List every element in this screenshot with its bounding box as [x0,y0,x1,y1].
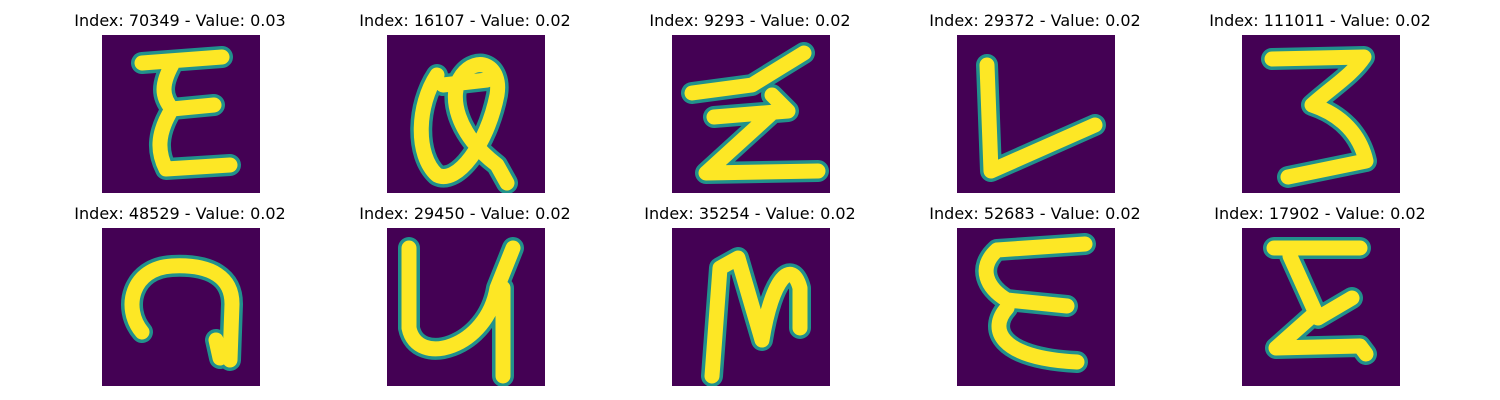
panel-title: Index: 29372 - Value: 0.02 [929,11,1141,30]
image-panel: Index: 35254 - Value: 0.02 [600,204,900,394]
image-panel: Index: 16107 - Value: 0.02 [315,11,615,201]
glyph-stroke [978,236,1093,370]
glyph-stroke [401,240,521,384]
glyph-stroke [704,250,808,384]
character-image [102,35,260,193]
glyph-drawing [410,53,518,193]
glyph-drawing [681,42,829,184]
panel-title: Index: 48529 - Value: 0.02 [74,204,286,223]
panel-title: Index: 17902 - Value: 0.02 [1214,204,1426,223]
panel-title: Index: 29450 - Value: 0.02 [359,204,571,223]
image-panel: Index: 111011 - Value: 0.02 [1170,11,1470,201]
glyph-stroke [684,45,826,181]
panel-title: Index: 111011 - Value: 0.02 [1209,11,1431,30]
glyph-drawing [398,237,524,386]
glyph-stroke [979,57,1103,179]
character-image [1242,35,1400,193]
glyph-stroke [413,57,515,191]
glyph-drawing [1263,237,1377,365]
character-image [1242,228,1400,386]
character-image [957,228,1115,386]
image-panel: Index: 9293 - Value: 0.02 [600,11,900,201]
glyph-drawing [1261,46,1377,188]
panel-title: Index: 70349 - Value: 0.03 [74,11,286,30]
glyph-stroke [124,258,240,368]
glyph-drawing [701,247,811,386]
panel-title: Index: 52683 - Value: 0.02 [929,204,1141,223]
glyph-stroke [1264,49,1374,185]
panel-title: Index: 35254 - Value: 0.02 [644,204,856,223]
panel-title: Index: 9293 - Value: 0.02 [649,11,851,30]
image-panel: Index: 17902 - Value: 0.02 [1170,204,1470,394]
glyph-drawing [131,46,241,180]
character-image [672,228,830,386]
image-panel: Index: 52683 - Value: 0.02 [885,204,1185,394]
character-image [387,35,545,193]
glyph-drawing [975,233,1096,373]
image-panel: Index: 29372 - Value: 0.02 [885,11,1185,201]
image-panel: Index: 48529 - Value: 0.02 [30,204,330,394]
character-image [957,35,1115,193]
glyph-drawing [121,254,243,371]
glyph-stroke [1266,240,1374,362]
panel-title: Index: 16107 - Value: 0.02 [359,11,571,30]
character-image [387,228,545,386]
image-panel: Index: 29450 - Value: 0.02 [315,204,615,394]
character-image [102,228,260,386]
image-panel: Index: 70349 - Value: 0.03 [30,11,330,201]
glyph-drawing [976,54,1106,182]
glyph-stroke [134,49,238,177]
character-image [672,35,830,193]
